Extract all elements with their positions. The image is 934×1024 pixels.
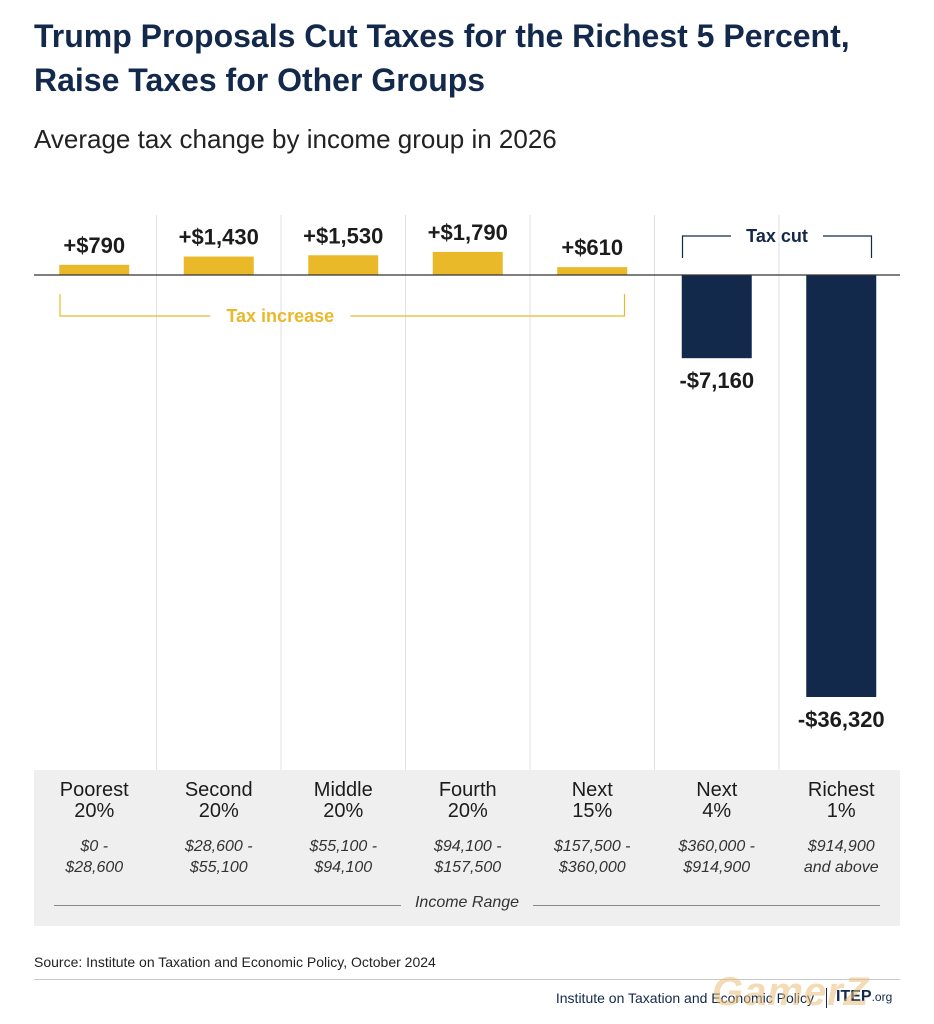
bar-5 [681,275,752,359]
bar-6 [806,275,877,697]
income-range-label: Income Range [400,894,534,911]
income-group-panel: Income Range Poorest 20% $0 - $28,600 Seco… [34,770,900,926]
income-range-0: $0 - $28,600 [65,838,124,876]
bar-2 [308,255,379,275]
tax-cut-bracket-right [823,235,873,258]
chart-title: Trump Proposals Cut Taxes for the Riches… [34,18,850,98]
category-label-3: Fourth 20% [438,779,497,822]
income-range-5: $360,000 - $914,900 [678,838,755,876]
itep-logo: ITEP.org [836,988,892,1006]
bar-chart: +$790 +$1,430 +$1,530 +$1,790 +$610 -$7,160 -$… [34,215,900,770]
category-label-0: Poorest 20% [59,779,129,822]
income-group-1: Second 20% $28,600 - $55,100 [157,770,281,878]
value-label-1: +$1,430 [179,225,259,250]
tax-cut-label: Tax cut [746,226,808,246]
value-label-2: +$1,530 [303,223,383,248]
logo-suffix: .org [871,990,893,1004]
income-group-4: Next 15% $157,500 - $360,000 [530,770,654,878]
footer-organization: Institute on Taxation and Economic Polic… [555,990,814,1006]
income-range-4: $157,500 - $360,000 [553,838,631,876]
chart-subtitle: Average tax change by income group in 20… [34,124,557,154]
tax-increase-bracket-right [350,294,626,317]
watermark: GamerZ [712,970,870,1014]
income-group-3: Fourth 20% $94,100 - $157,500 [406,770,530,878]
category-label-5: Next 4% [696,779,738,822]
income-group-0: Poorest 20% $0 - $28,600 [32,770,156,878]
tax-increase-bracket-left [59,294,211,317]
income-range-3: $94,100 - $157,500 [433,838,502,876]
income-range-2: $55,100 - $94,100 [309,838,378,876]
income-group-2: Middle 20% $55,100 - $94,100 [281,770,405,878]
value-label-4: +$610 [561,235,623,260]
income-group-5: Next 4% $360,000 - $914,900 [655,770,779,878]
bar-0 [59,264,130,275]
tax-cut-bracket-left [681,235,731,258]
footer-separator [826,988,827,1008]
bar-4 [557,267,628,275]
logo-main: ITEP [836,988,872,1005]
category-label-2: Middle 20% [313,779,373,822]
bar-3 [432,251,503,275]
footer-divider [34,979,900,980]
value-label-6: -$36,320 [798,707,885,732]
income-range-1: $28,600 - $55,100 [184,838,253,876]
category-label-1: Second 20% [184,779,253,822]
value-label-3: +$1,790 [428,220,508,245]
income-range-6: $914,900 and above [803,838,879,876]
value-label-5: -$7,160 [679,368,754,393]
source-note: Source: Institute on Taxation and Econom… [34,954,436,970]
income-group-6: Richest 1% $914,900 and above [779,770,903,878]
value-label-0: +$790 [63,233,125,258]
bar-1 [183,256,254,275]
category-label-4: Next 15% [571,779,613,822]
category-label-6: Richest 1% [807,779,875,822]
tax-increase-label: Tax increase [226,306,334,326]
